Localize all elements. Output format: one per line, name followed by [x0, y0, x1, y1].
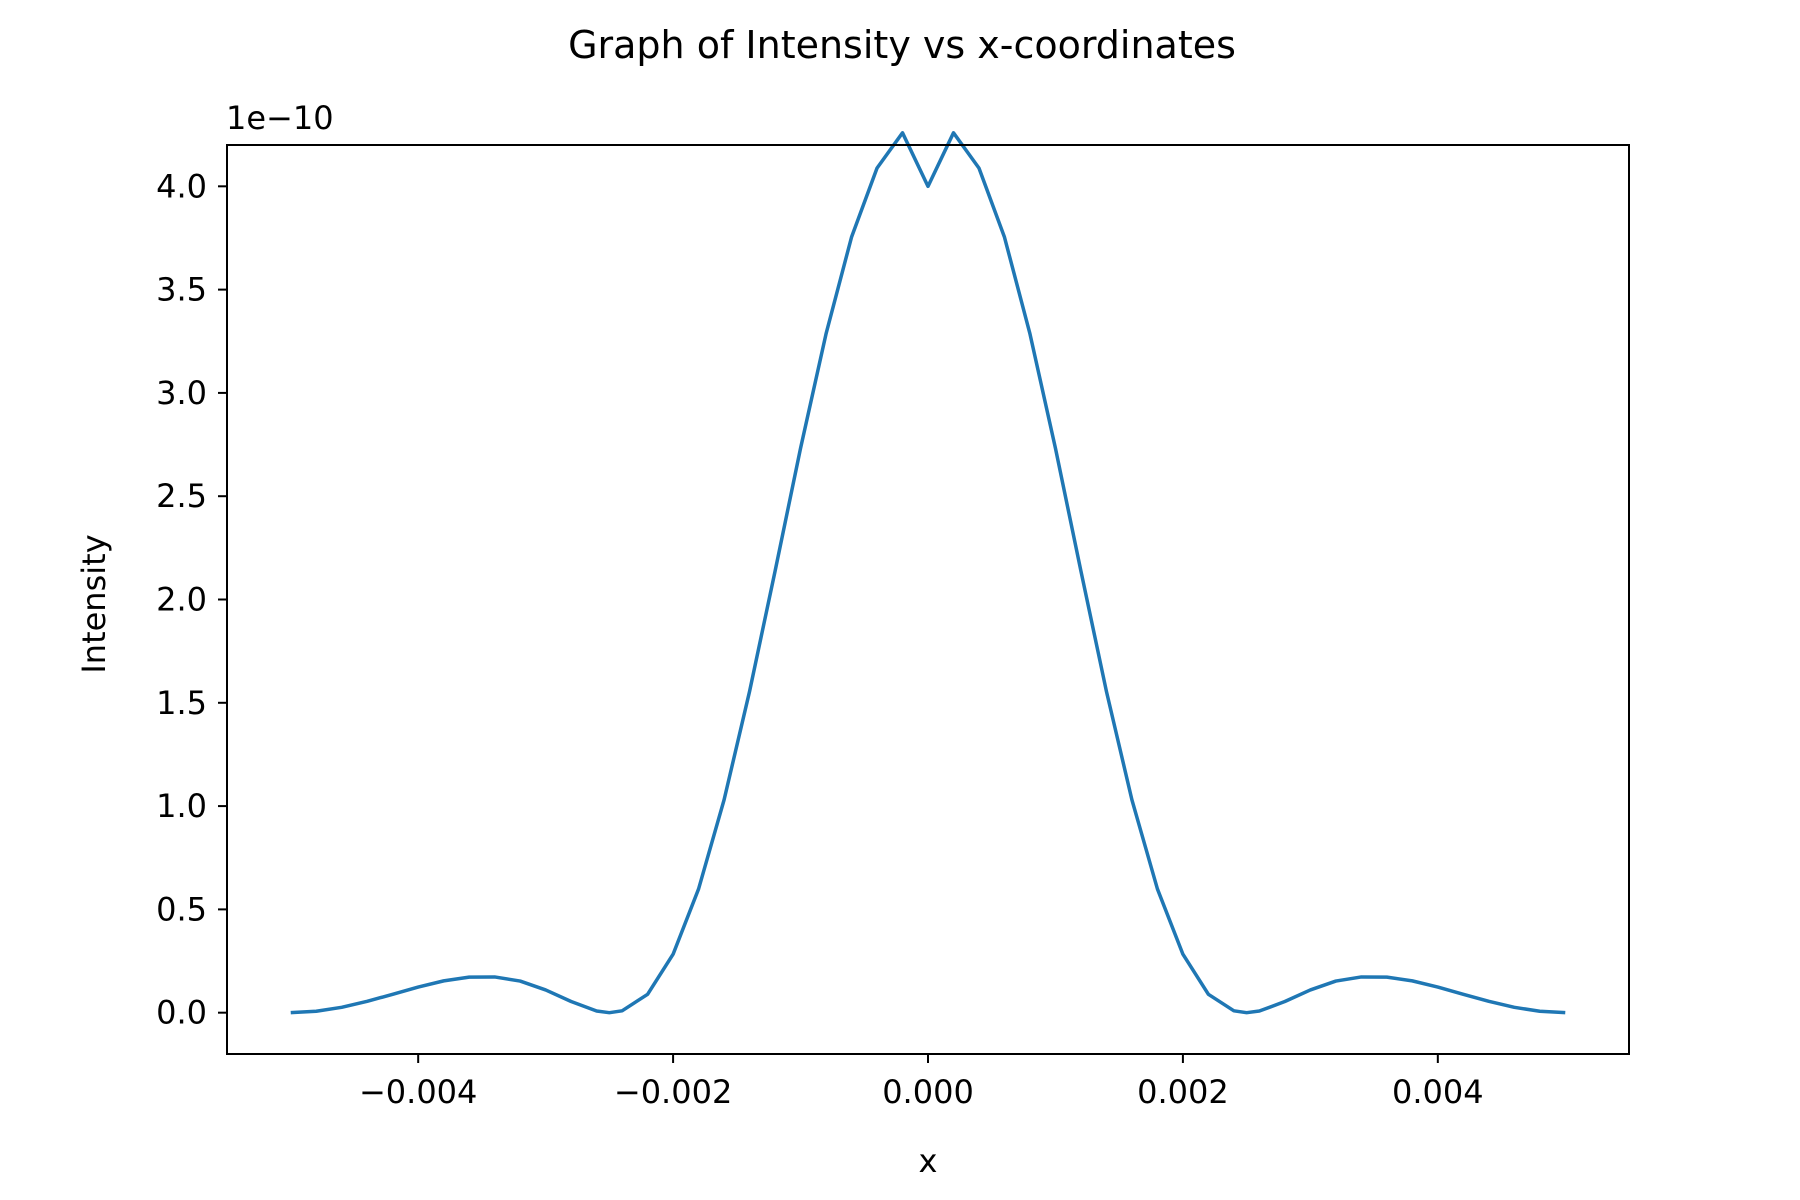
y-tick-label: 0.5 [156, 890, 207, 928]
y-tick-label: 0.0 [156, 994, 207, 1032]
y-tick-label: 2.0 [156, 581, 207, 619]
y-tick-label: 3.5 [156, 271, 207, 309]
x-axis-title: x [919, 1142, 938, 1180]
x-tick-label: −0.002 [614, 1073, 732, 1111]
x-tick-label: 0.004 [1392, 1073, 1484, 1111]
y-axis: 0.0 0.5 1.0 1.5 2.0 2.5 3.0 3.5 4.0 [156, 167, 227, 1032]
x-axis: −0.004 −0.002 0.000 0.002 0.004 [359, 1054, 1484, 1111]
x-tick-label: 0.002 [1137, 1073, 1229, 1111]
y-tick-label: 2.5 [156, 477, 207, 515]
y-tick-label: 1.5 [156, 684, 207, 722]
x-tick-label: −0.004 [359, 1073, 477, 1111]
plot-area [290, 131, 1566, 1015]
axes-frame [226, 144, 1630, 1055]
y-tick-label: 3.0 [156, 374, 207, 412]
y-tick-label: 4.0 [156, 167, 207, 205]
y-axis-title: Intensity [75, 534, 113, 673]
y-axis-offset-label: 1e−10 [226, 99, 334, 137]
x-tick-label: 0.000 [882, 1073, 974, 1111]
chart-title: Graph of Intensity vs x-coordinates [568, 23, 1236, 67]
y-tick-label: 1.0 [156, 787, 207, 825]
series-line-0 [290, 131, 1566, 1015]
